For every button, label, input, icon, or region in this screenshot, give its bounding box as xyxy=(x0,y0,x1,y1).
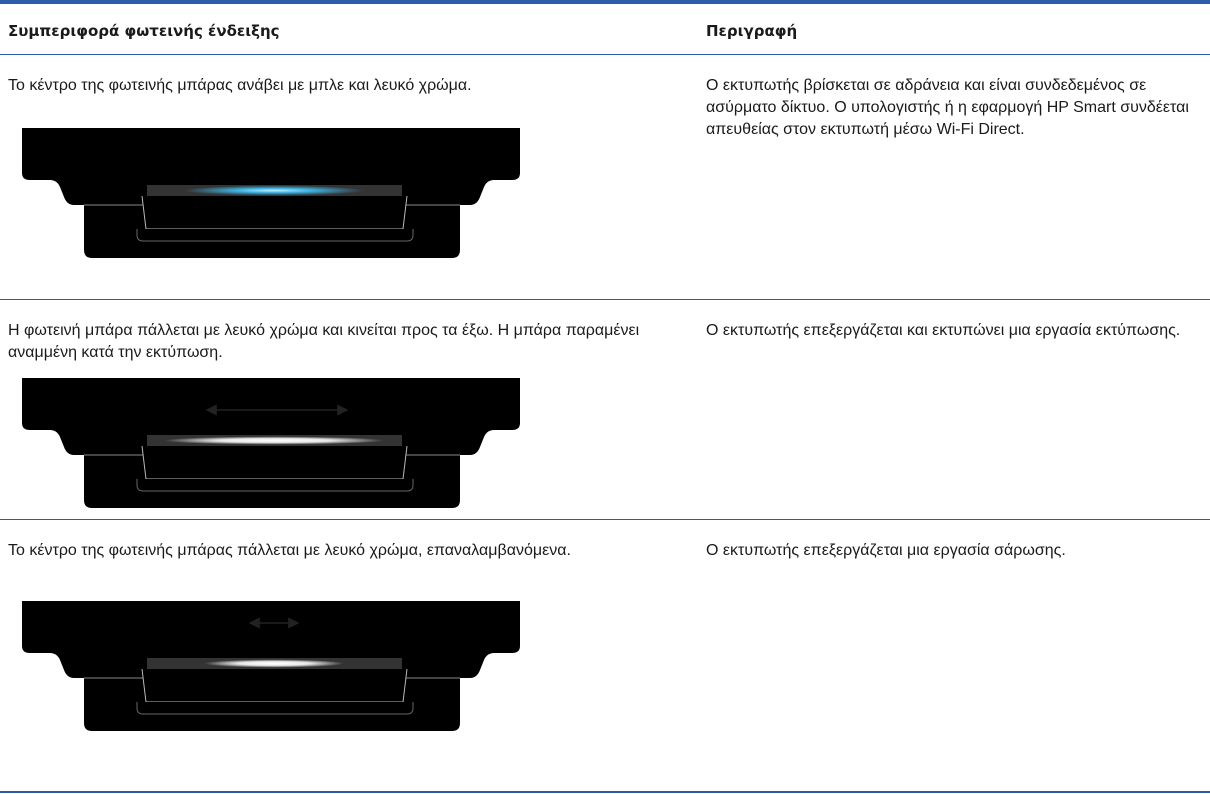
table-row: Το κέντρο της φωτεινής μπάρας ανάβει με … xyxy=(0,55,1210,300)
cell: Ο εκτυπωτής επεξεργάζεται μια εργασία σά… xyxy=(706,542,1066,559)
cell: Το κέντρο της φωτεινής μπάρας ανάβει με … xyxy=(8,77,472,94)
cell: Ο εκτυπωτής επεξεργάζεται και εκτυπώνει … xyxy=(706,322,1181,339)
header-cell: Περιγραφή xyxy=(706,22,798,40)
printer-illustration xyxy=(21,377,521,509)
printer-illustration xyxy=(21,600,521,732)
printer-illustration xyxy=(21,127,521,259)
header-cell: Συμπεριφορά φωτεινής ένδειξης xyxy=(8,22,280,40)
table-row: Το κέντρο της φωτεινής μπάρας πάλλεται μ… xyxy=(0,520,1210,791)
cell: Το κέντρο της φωτεινής μπάρας πάλλεται μ… xyxy=(8,542,571,559)
table-row: Η φωτεινή μπάρα πάλλεται με λευκό χρώμα … xyxy=(0,300,1210,520)
cell: Η φωτεινή μπάρα πάλλεται με λευκό χρώμα … xyxy=(8,322,640,361)
header-row: Συμπεριφορά φωτεινής ένδειξης Περιγραφή xyxy=(0,4,1210,55)
cell: Ο εκτυπωτής βρίσκεται σε αδράνεια και εί… xyxy=(706,77,1189,138)
